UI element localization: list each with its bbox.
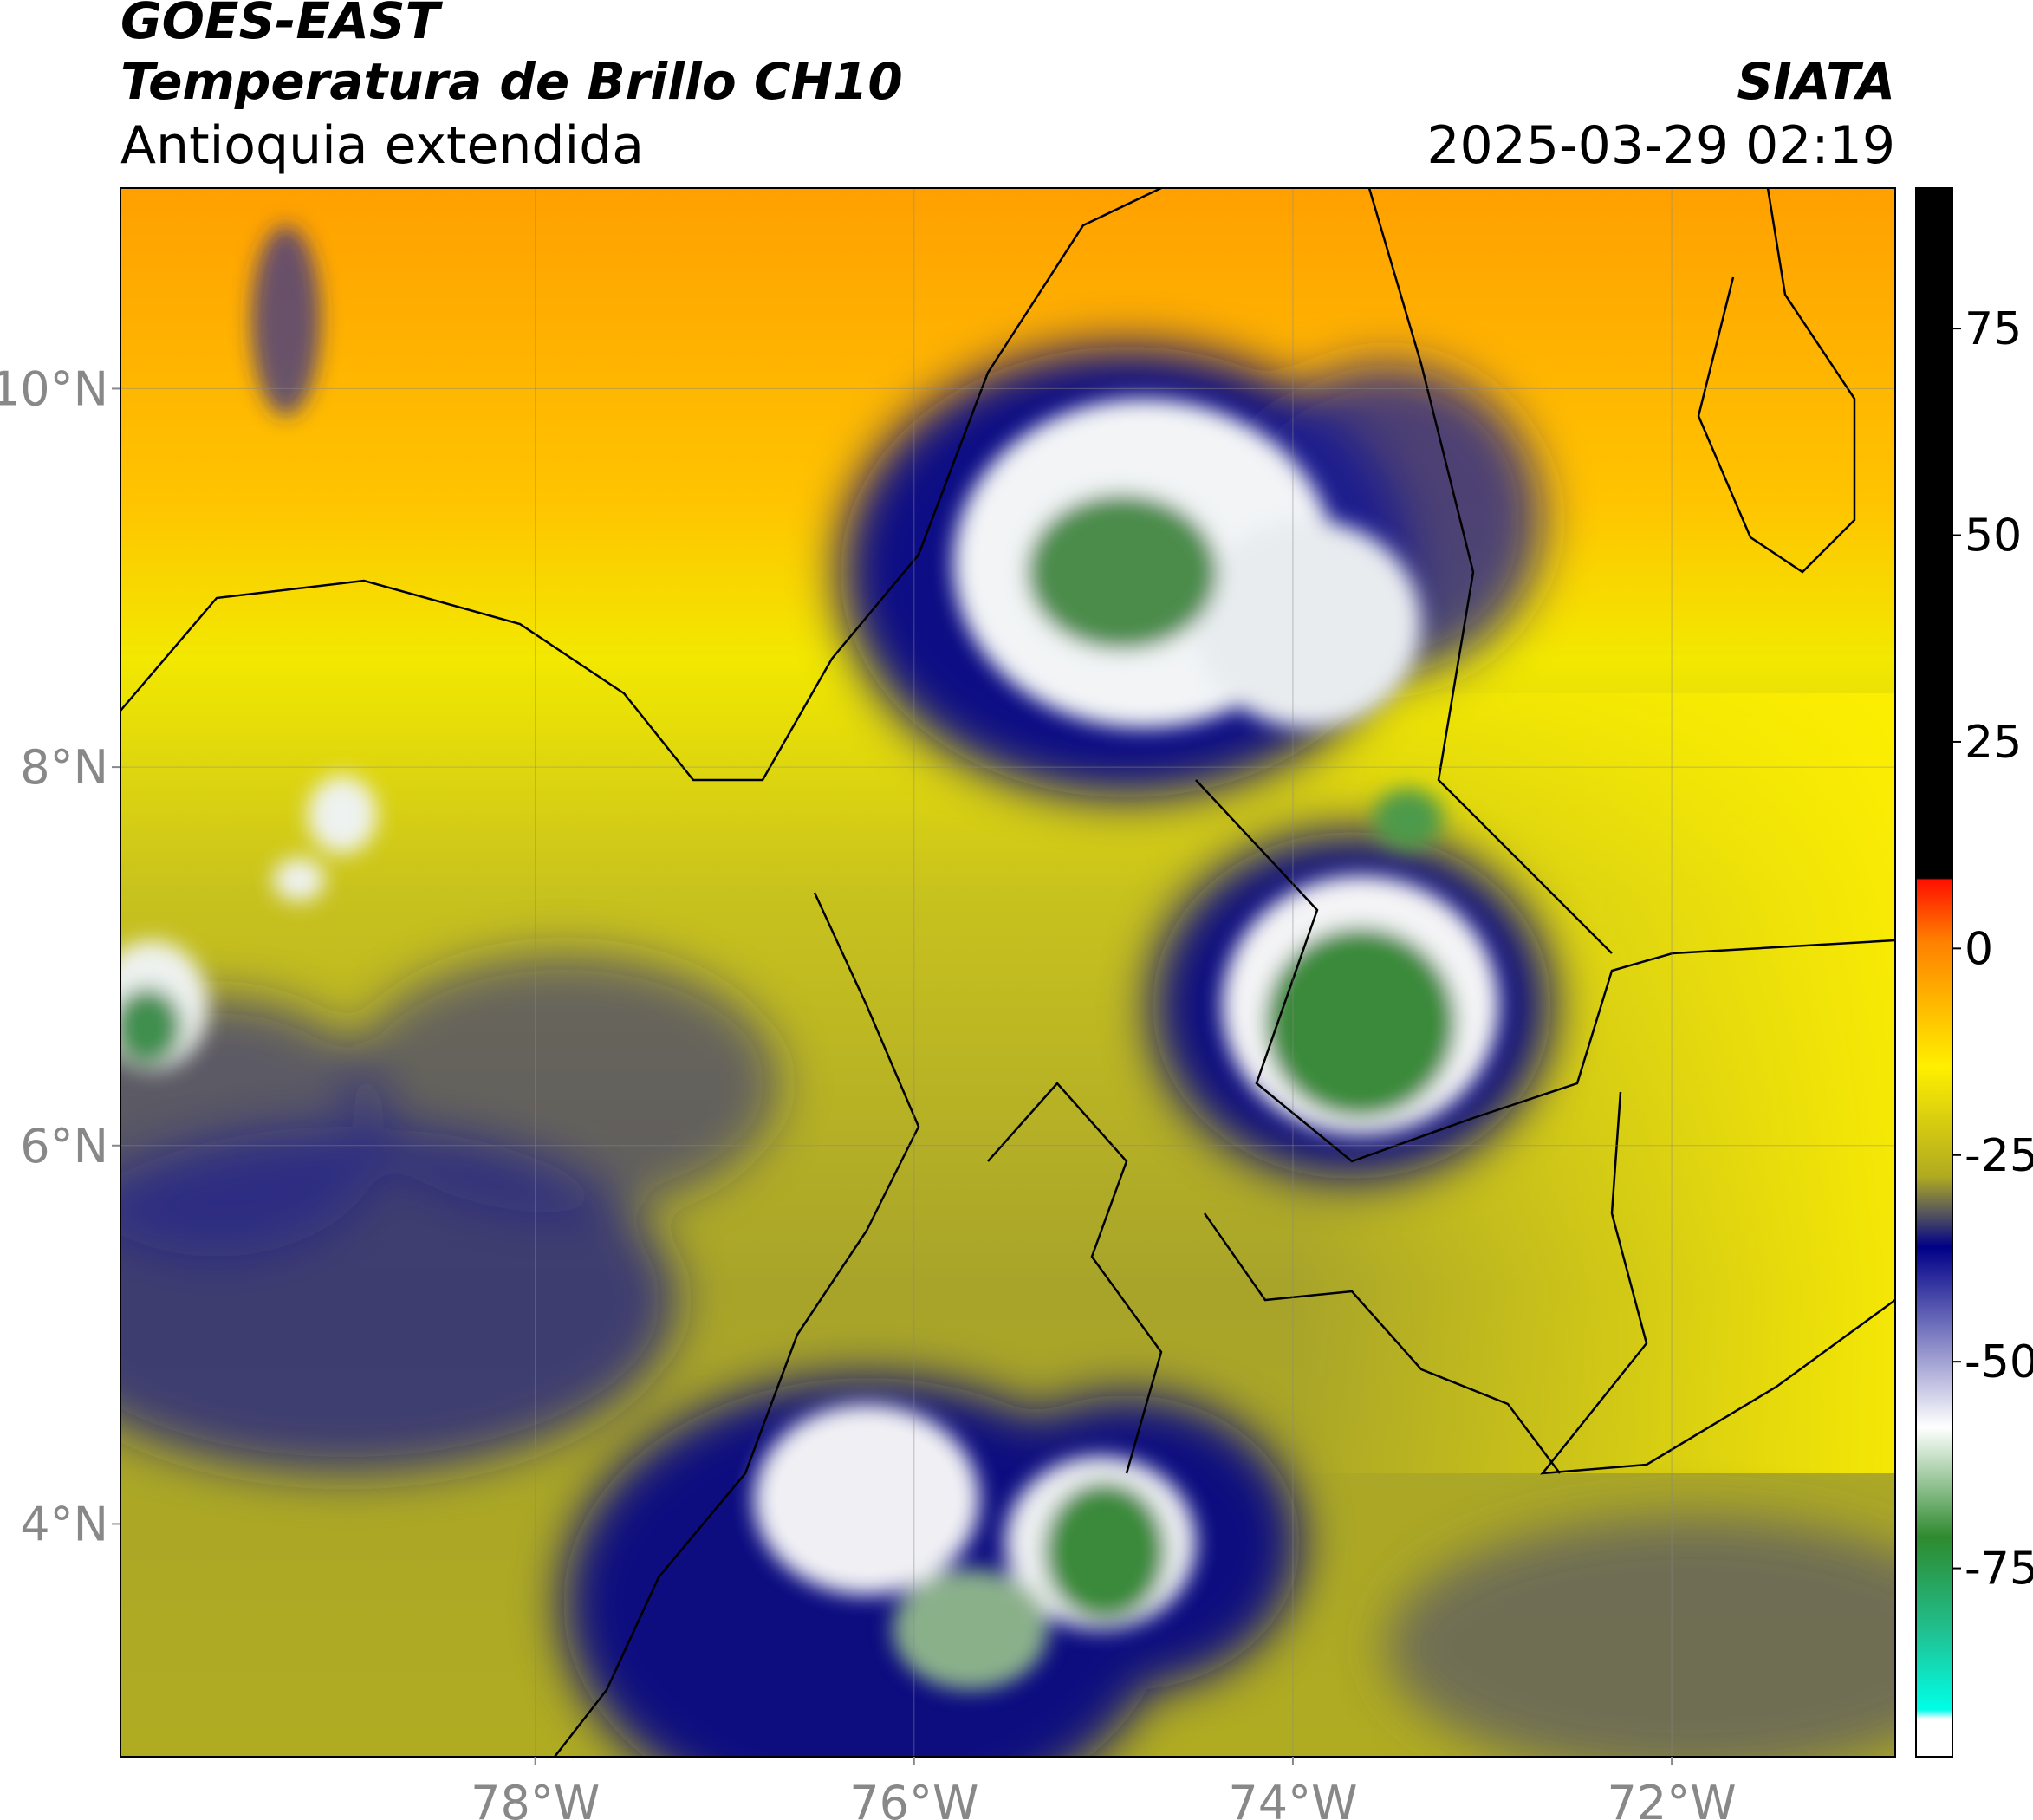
lon-tick-label: 78°W bbox=[471, 1776, 600, 1820]
colorbar-tick-label: 25 bbox=[1965, 717, 2022, 769]
borders bbox=[120, 188, 1895, 1757]
satellite-image bbox=[120, 188, 1895, 1757]
lat-tick-label: 10°N bbox=[0, 361, 108, 416]
organization: SIATA bbox=[1737, 52, 1895, 111]
source-title: GOES-EAST bbox=[120, 0, 444, 50]
colorbar-tick-label: -50 bbox=[1965, 1336, 2033, 1388]
lon-tick-label: 72°W bbox=[1608, 1776, 1737, 1820]
colorbar-tick-label: 50 bbox=[1965, 510, 2022, 562]
colorbar-tick-label: -75 bbox=[1965, 1544, 2033, 1596]
datetime: 2025-03-29 02:19 bbox=[1426, 115, 1895, 176]
colorbar-tick-label: -25 bbox=[1965, 1130, 2033, 1182]
lat-tick-label: 4°N bbox=[20, 1497, 108, 1551]
graticule bbox=[120, 188, 1895, 1757]
product-title: Temperatura de Brillo CH10 bbox=[120, 52, 903, 111]
lon-tick-label: 76°W bbox=[849, 1776, 978, 1820]
colorbar bbox=[1915, 187, 1953, 1758]
lat-tick-label: 6°N bbox=[20, 1119, 108, 1173]
colorbar-tick-label: 0 bbox=[1965, 923, 1993, 975]
map-frame bbox=[120, 187, 1896, 1758]
region-subtitle: Antioquia extendida bbox=[120, 115, 644, 176]
lat-tick-label: 8°N bbox=[20, 740, 108, 795]
lon-tick-label: 74°W bbox=[1228, 1776, 1357, 1820]
colorbar-tick-label: 75 bbox=[1965, 303, 2022, 355]
